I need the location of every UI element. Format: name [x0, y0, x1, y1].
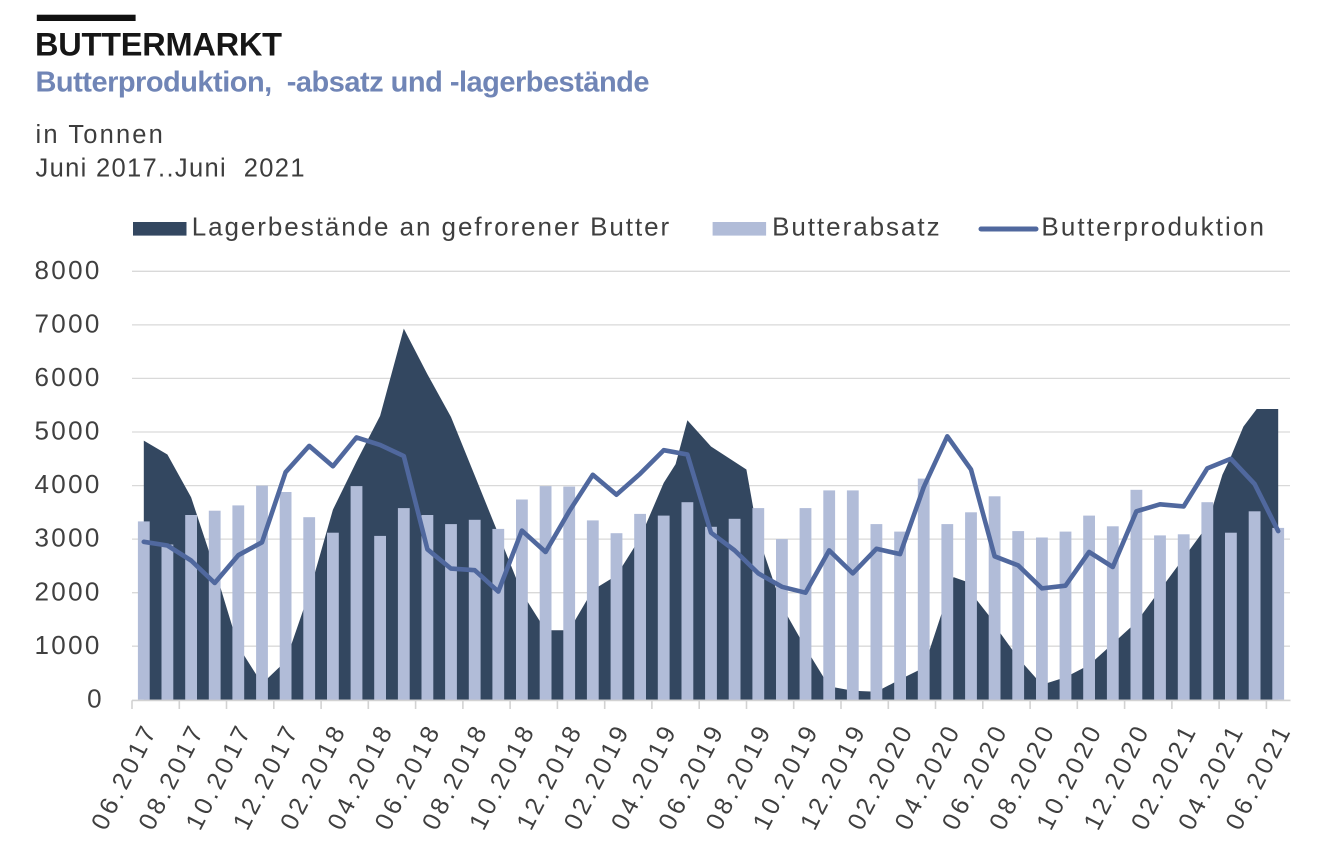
svg-text:3000: 3000 [35, 523, 102, 553]
svg-text:8000: 8000 [35, 255, 102, 285]
svg-text:Juni 2017..Juni 2021: Juni 2017..Juni 2021 [36, 155, 305, 183]
svg-text:6000: 6000 [35, 362, 102, 392]
svg-text:Butterproduktion: Butterproduktion [1041, 212, 1264, 242]
svg-text:Butterproduktion, -absatz und: Butterproduktion, -absatz und -lagerbest… [36, 67, 650, 99]
svg-text:in Tonnen: in Tonnen [36, 121, 163, 149]
svg-text:5000: 5000 [35, 416, 102, 446]
svg-text:4000: 4000 [35, 469, 102, 499]
svg-text:0: 0 [87, 683, 101, 713]
svg-text:Butterabsatz: Butterabsatz [772, 212, 940, 242]
svg-text:BUTTERMARKT: BUTTERMARKT [35, 27, 282, 63]
svg-text:1000: 1000 [35, 630, 102, 660]
svg-text:7000: 7000 [35, 309, 102, 339]
svg-text:2000: 2000 [35, 576, 102, 606]
